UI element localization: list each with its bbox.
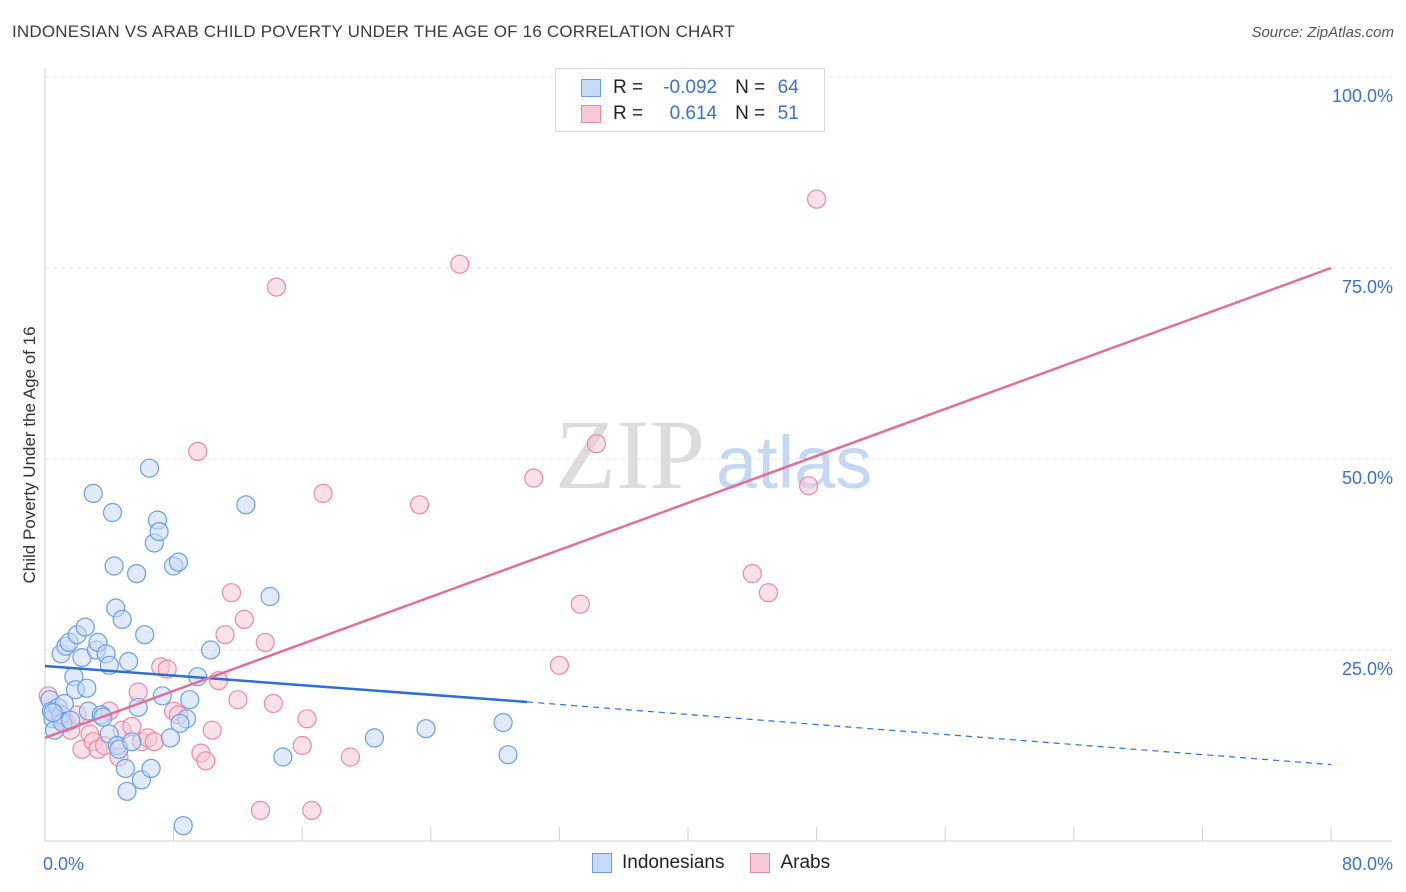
indonesians-point-48[interactable] [173, 816, 193, 836]
x-tick-label-0: 0.0% [43, 854, 84, 874]
legend-r-value-arabs: 0.614 [669, 103, 718, 124]
arabs-point-25[interactable] [196, 751, 216, 771]
indonesians-point-25[interactable] [102, 502, 123, 523]
indonesians-point-57[interactable] [416, 719, 436, 739]
arabs-trendline [44, 266, 1332, 740]
series-legend: Indonesians Arabs [592, 852, 856, 874]
y-tick-label-100: 100.0% [1332, 86, 1393, 106]
arabs-point-23[interactable] [188, 441, 208, 461]
indonesians-points [40, 458, 518, 836]
source-label: Source: ZipAtlas.com [1251, 24, 1394, 41]
y-tick-label-75: 75.0% [1342, 277, 1393, 297]
indonesians-point-18[interactable] [83, 483, 103, 503]
indonesians-point-45[interactable] [160, 728, 180, 748]
y-tick-label-50: 50.0% [1342, 468, 1393, 488]
indonesians-point-43[interactable] [149, 521, 169, 542]
arabs-point-47[interactable] [742, 563, 762, 584]
legend-label-arabs: Arabs [780, 852, 831, 873]
indonesians-point-16[interactable] [77, 678, 97, 698]
legend-n-value-arabs: 51 [777, 103, 799, 124]
arabs-point-41[interactable] [409, 495, 430, 515]
arabs-point-42[interactable] [450, 254, 470, 274]
indonesians-point-50[interactable] [180, 690, 200, 710]
legend-row-arabs: R = 0.614 N = 51 [581, 102, 803, 126]
arabs-point-26[interactable] [202, 720, 222, 740]
watermark-zip: ZIP [555, 399, 705, 510]
legend-n-value-indonesians: 64 [777, 77, 799, 98]
indonesians-point-32[interactable] [117, 781, 137, 801]
arabs-point-37[interactable] [297, 709, 317, 729]
indonesians-point-15[interactable] [75, 617, 95, 637]
indonesians-point-59[interactable] [498, 745, 518, 765]
arabs-point-30[interactable] [228, 690, 248, 710]
watermark: ZIP atlas [555, 399, 872, 510]
legend-item-arabs[interactable]: Arabs [750, 852, 830, 874]
correlation-legend: R = -0.092 N = 64 R = 0.614 N = 51 [555, 68, 825, 132]
trendlines [44, 266, 1332, 766]
indonesians-point-30[interactable] [112, 609, 132, 630]
x-tick-label-80: 80.0% [1342, 854, 1393, 874]
arabs-point-36[interactable] [292, 735, 312, 756]
arabs-point-32[interactable] [250, 800, 270, 821]
arabs-point-28[interactable] [215, 625, 235, 645]
indonesians-point-58[interactable] [493, 712, 513, 733]
arabs-point-50[interactable] [806, 189, 827, 209]
indonesians-point-60[interactable] [43, 702, 63, 723]
gridlines [45, 76, 1392, 651]
indonesians-point-40[interactable] [141, 758, 161, 779]
indonesians-trendline-extension [527, 701, 1332, 766]
legend-swatch-indonesians [592, 853, 612, 873]
indonesians-point-31[interactable] [115, 758, 136, 779]
indonesians-point-34[interactable] [122, 732, 142, 752]
arabs-point-18[interactable] [144, 732, 164, 752]
legend-swatch-arabs [581, 105, 601, 123]
arabs-point-40[interactable] [340, 747, 360, 767]
arabs-point-39[interactable] [313, 483, 333, 503]
tick-labels: 25.0% 50.0% 75.0% 100.0% 0.0% 80.0% [43, 86, 1393, 874]
legend-item-indonesians[interactable]: Indonesians [592, 852, 724, 874]
indonesians-point-56[interactable] [364, 728, 385, 748]
legend-n-label: N = [735, 103, 766, 124]
indonesians-point-39[interactable] [139, 458, 160, 478]
y-tick-label-25: 25.0% [1342, 659, 1393, 679]
arabs-point-45[interactable] [570, 594, 590, 614]
indonesians-point-35[interactable] [127, 563, 147, 584]
arabs-point-29[interactable] [221, 583, 242, 603]
arabs-point-43[interactable] [524, 468, 544, 488]
indonesians-point-26[interactable] [104, 556, 124, 576]
legend-label-indonesians: Indonesians [622, 852, 725, 873]
arabs-point-38[interactable] [302, 800, 322, 821]
legend-n-label: N = [735, 77, 766, 98]
indonesians-trendline [44, 664, 528, 704]
arabs-point-48[interactable] [758, 583, 779, 603]
arabs-point-44[interactable] [549, 655, 570, 675]
legend-r-value-indonesians: -0.092 [663, 77, 718, 98]
chart-title: INDONESIAN VS ARAB CHILD POVERTY UNDER T… [12, 22, 735, 41]
indonesians-point-55[interactable] [273, 747, 293, 767]
indonesians-point-33[interactable] [119, 651, 139, 672]
arabs-point-31[interactable] [234, 609, 254, 630]
arabs-point-33[interactable] [255, 632, 275, 653]
indonesians-point-52[interactable] [201, 640, 221, 660]
legend-r-label: R = [613, 77, 644, 98]
indonesians-point-47[interactable] [168, 552, 188, 572]
legend-swatch-arabs [750, 853, 771, 873]
indonesians-point-63[interactable] [170, 713, 190, 733]
legend-r-label: R = [613, 103, 644, 124]
indonesians-point-54[interactable] [260, 586, 280, 607]
legend-swatch-indonesians [581, 79, 601, 97]
arabs-point-49[interactable] [798, 476, 819, 496]
indonesians-point-53[interactable] [236, 495, 256, 515]
arabs-point-35[interactable] [266, 277, 287, 297]
indonesians-point-38[interactable] [135, 625, 155, 645]
arabs-point-46[interactable] [586, 434, 607, 454]
legend-row-indonesians: R = -0.092 N = 64 [581, 76, 803, 100]
arabs-point-34[interactable] [263, 693, 283, 714]
watermark-atlas: atlas [716, 421, 872, 504]
